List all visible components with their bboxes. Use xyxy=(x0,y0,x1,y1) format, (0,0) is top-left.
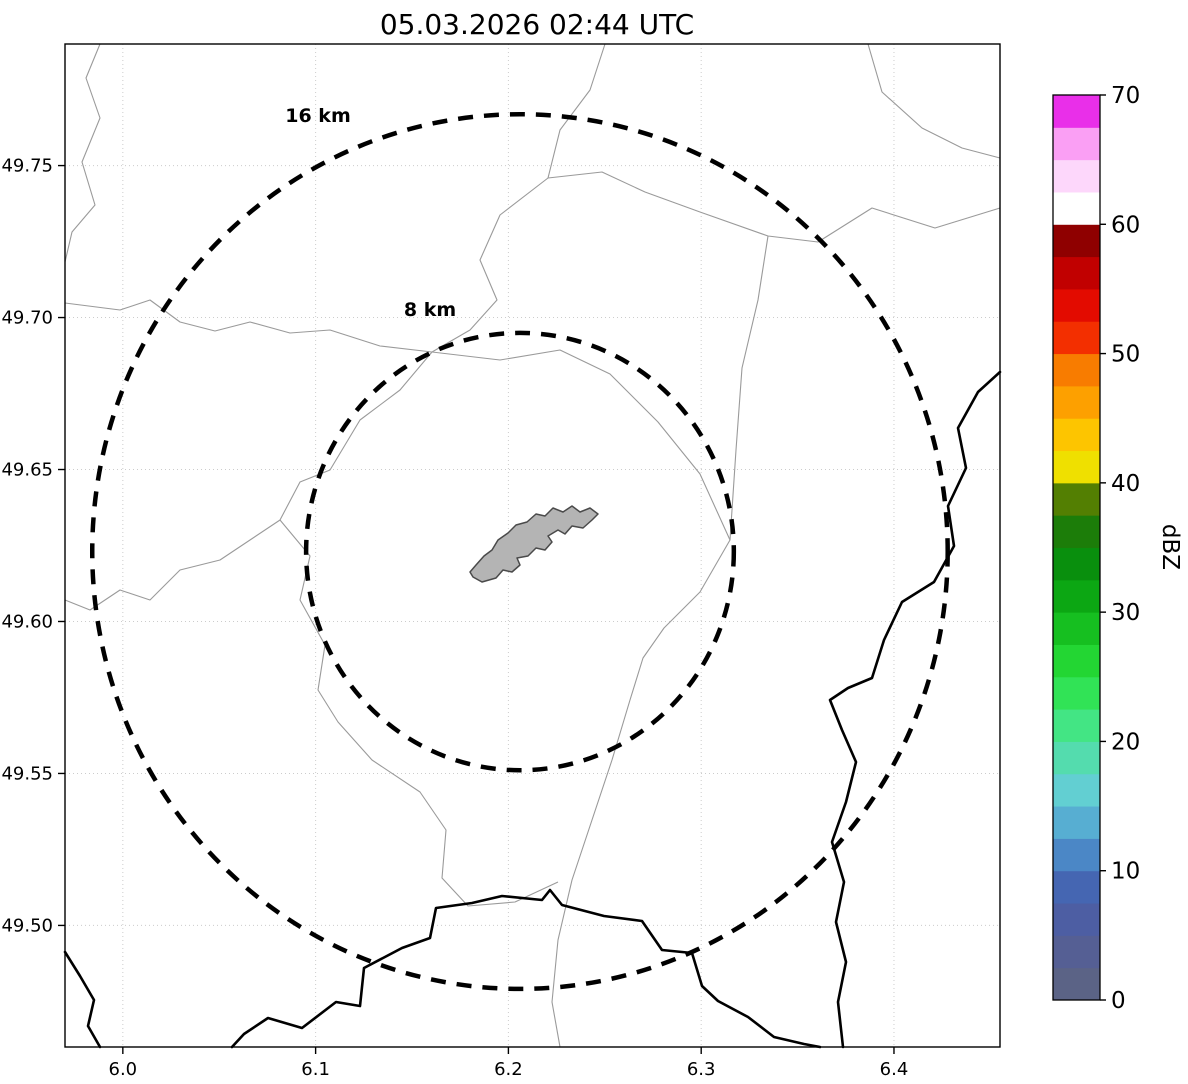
colorbar-step xyxy=(1053,515,1100,548)
y-tick-label: 49.60 xyxy=(1,611,53,632)
boundary-line xyxy=(431,349,731,541)
colorbar-step xyxy=(1053,482,1100,516)
range-ring-label: 16 km xyxy=(285,105,351,127)
boundary-line xyxy=(431,43,606,353)
range-ring-label: 8 km xyxy=(404,299,456,321)
colorbar-step xyxy=(1053,870,1100,904)
colorbar-step xyxy=(1053,612,1100,645)
x-tick-label: 6.1 xyxy=(301,1059,330,1080)
colorbar-step xyxy=(1053,935,1100,969)
colorbar-step xyxy=(1053,903,1100,936)
boundary-line xyxy=(64,351,433,611)
colorbar-step xyxy=(1053,224,1100,258)
colorbar-step xyxy=(1053,321,1100,355)
boundary-line xyxy=(279,519,559,907)
x-tick-label: 6.3 xyxy=(687,1059,716,1080)
colorbar-tick-label: 20 xyxy=(1111,729,1140,755)
y-tick-label: 49.65 xyxy=(1,460,53,481)
y-tick-label: 49.55 xyxy=(1,763,53,784)
plot-title: 05.03.2026 02:44 UTC xyxy=(380,8,694,41)
colorbar-step xyxy=(1053,450,1100,484)
colorbar-step xyxy=(1053,353,1100,387)
country-border-line xyxy=(230,888,822,1049)
colorbar-step xyxy=(1053,385,1100,419)
colorbar-step xyxy=(1053,709,1100,742)
colorbar-step xyxy=(1053,127,1100,161)
colorbar-step xyxy=(1053,547,1100,581)
range-ring-8km xyxy=(303,330,737,773)
colorbar-tick-label: 30 xyxy=(1111,600,1140,626)
plot-border xyxy=(64,43,1001,1048)
range-ring-16km xyxy=(89,112,950,992)
colorbar-step xyxy=(1053,256,1100,290)
map-layer xyxy=(63,43,1002,1049)
colorbar-step xyxy=(1053,806,1100,839)
colorbar-step xyxy=(1053,159,1100,193)
colorbar-axis-label: dBZ xyxy=(1157,524,1183,570)
x-tick-label: 6.2 xyxy=(494,1059,523,1080)
colorbar-tick-label: 60 xyxy=(1111,212,1140,238)
colorbar-step xyxy=(1053,579,1100,613)
colorbar-step xyxy=(1053,418,1100,452)
colorbar-step xyxy=(1053,773,1100,807)
y-tick-label: 49.75 xyxy=(1,156,53,177)
colorbar-tick-label: 50 xyxy=(1111,342,1140,368)
x-tick-label: 6.4 xyxy=(880,1059,909,1080)
y-tick-label: 49.70 xyxy=(1,308,53,329)
colorbar-step xyxy=(1053,741,1100,775)
colorbar-step xyxy=(1053,95,1100,128)
colorbar-tick-label: 70 xyxy=(1111,83,1140,109)
city-area-polygon xyxy=(469,505,599,583)
boundary-line xyxy=(551,235,769,1048)
colorbar-step xyxy=(1053,191,1100,225)
colorbar-tick-label: 40 xyxy=(1111,471,1140,497)
colorbar-step xyxy=(1053,676,1100,710)
colorbar-step xyxy=(1053,288,1100,322)
country-border-line xyxy=(828,370,1002,1049)
boundary-line xyxy=(867,43,1001,159)
x-tick-label: 6.0 xyxy=(109,1059,138,1080)
colorbar-tick-label: 0 xyxy=(1111,988,1126,1014)
colorbar: 0 10 20 30 40 50 60 70 xyxy=(1052,83,1140,1014)
axis-ticks-layer: 6.0 6.1 6.2 6.3 6.4 49.50 49.55 49.60 49.65 49.70… xyxy=(1,156,908,1080)
colorbar-step xyxy=(1053,838,1100,872)
boundary-line xyxy=(64,43,101,263)
country-border-line xyxy=(63,950,102,1049)
range-rings-layer: 16 km 8 km xyxy=(89,105,950,992)
colorbar-outline xyxy=(1052,94,1101,1001)
colorbar-step xyxy=(1053,967,1100,1001)
boundary-line xyxy=(64,299,433,353)
boundary-line xyxy=(547,171,1001,243)
colorbar-tick-label: 10 xyxy=(1111,859,1140,885)
y-tick-label: 49.50 xyxy=(1,915,53,936)
colorbar-step xyxy=(1053,644,1100,678)
